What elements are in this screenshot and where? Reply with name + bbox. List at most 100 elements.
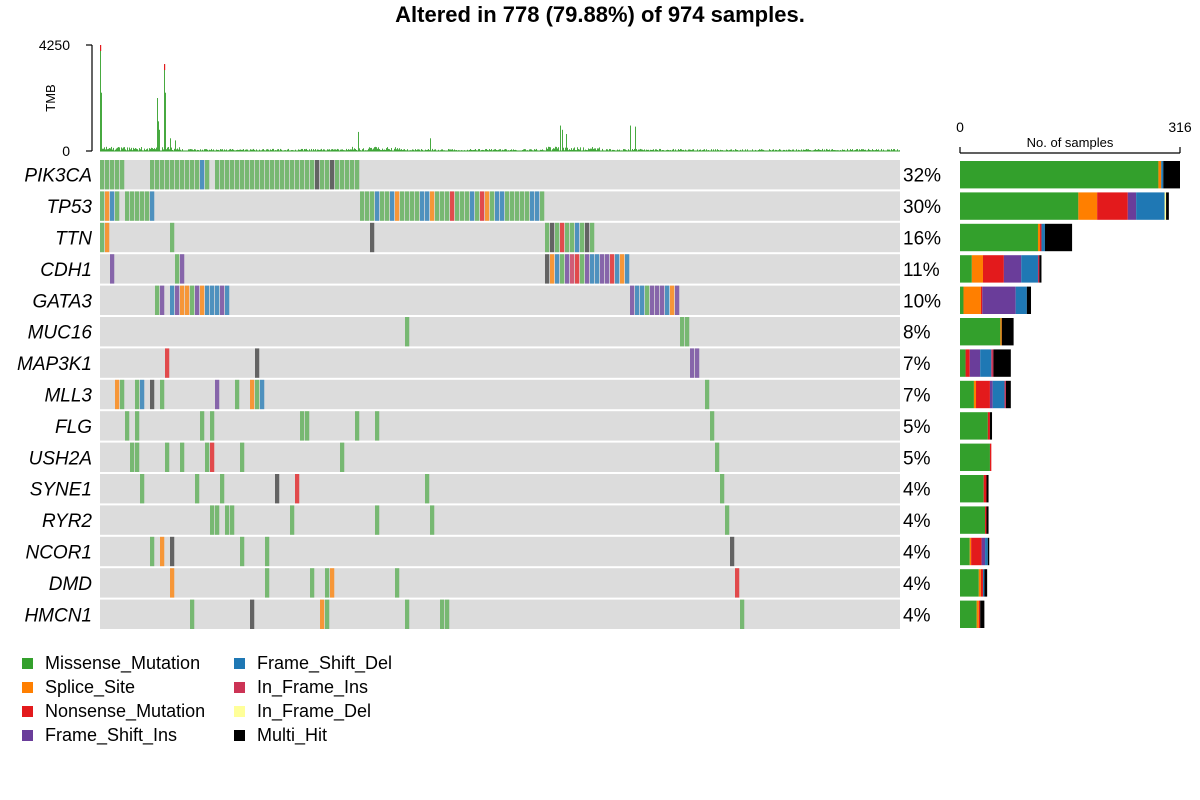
tmb-bar: [546, 147, 547, 151]
tmb-bar: [168, 146, 169, 151]
tmb-bar: [444, 150, 445, 151]
mutation-cell: [195, 160, 200, 190]
tmb-bar: [487, 149, 488, 151]
tmb-bar: [602, 148, 603, 151]
tmb-bar: [740, 149, 741, 151]
mutation-cell: [330, 160, 335, 190]
tmb-bar: [873, 150, 874, 151]
tmb-bar: [836, 150, 837, 151]
tmb-bar: [141, 147, 142, 151]
matrix-row-background: [100, 254, 900, 284]
tmb-bar: [111, 146, 112, 151]
tmb-bar: [651, 149, 652, 151]
tmb-bar: [833, 150, 834, 151]
tmb-bar: [100, 45, 101, 151]
mutation-cell: [560, 254, 565, 284]
tmb-bar: [117, 147, 118, 151]
tmb-bar: [864, 149, 865, 151]
mutation-cell: [530, 191, 535, 221]
mutation-cell: [510, 191, 515, 221]
tmb-bar: [356, 149, 357, 151]
tmb-bar: [808, 149, 809, 151]
tmb-bar: [511, 149, 512, 151]
tmb-bar: [253, 148, 254, 151]
tmb-bar: [167, 147, 168, 151]
tmb-bar: [799, 150, 800, 151]
stacked-bar-segment: [987, 537, 990, 566]
tmb-bar: [537, 150, 538, 151]
gene-row-mll3: [100, 379, 900, 410]
tmb-bar: [556, 146, 557, 151]
mutation-cell: [255, 379, 260, 410]
mutation-cell: [310, 568, 315, 598]
mutation-cell: [320, 160, 325, 190]
tmb-bar: [475, 149, 476, 151]
tmb-bar: [619, 149, 620, 151]
gene-label: SYNE1: [30, 480, 92, 501]
tmb-bar: [582, 150, 583, 151]
mutation-cell: [330, 568, 335, 598]
mutation-cell: [445, 599, 450, 629]
tmb-bar: [415, 149, 416, 151]
tmb-bar: [510, 150, 511, 151]
tmb-bar: [557, 148, 558, 151]
tmb-bar: [136, 148, 137, 151]
tmb-bar: [680, 148, 681, 151]
tmb-bar: [777, 150, 778, 151]
mutation-cell: [150, 379, 155, 410]
tmb-bar: [806, 148, 807, 151]
matrix-row-background: [100, 317, 900, 347]
tmb-bar: [669, 150, 670, 151]
tmb-bar: [787, 150, 788, 151]
tmb-bar: [617, 149, 618, 151]
mutation-cell: [115, 160, 120, 190]
mutation-cell: [350, 160, 355, 190]
stacked-bar-segment: [971, 537, 982, 566]
tmb-bar: [878, 149, 879, 151]
tmb-bar: [302, 148, 303, 151]
tmb-bar: [861, 149, 862, 151]
tmb-bar: [758, 150, 759, 151]
mutation-cell: [685, 317, 690, 347]
tmb-bar: [755, 149, 756, 151]
mutation-cell: [250, 379, 255, 410]
tmb-bar: [592, 147, 593, 151]
tmb-bar: [210, 150, 211, 151]
mutation-cell: [210, 505, 215, 535]
tmb-bar: [686, 150, 687, 151]
mutation-cell: [180, 285, 185, 315]
tmb-bar: [360, 150, 361, 151]
tmb-bar: [212, 150, 213, 151]
tmb-bar: [397, 148, 398, 151]
mutation-cell: [400, 191, 405, 221]
mutation-cell: [155, 285, 160, 315]
tmb-bar: [481, 150, 482, 151]
tmb-bar: [189, 149, 190, 151]
tmb-bar: [848, 150, 849, 151]
stacked-bar-segment: [1041, 223, 1045, 252]
mutation-cell: [200, 285, 205, 315]
tmb-bar: [213, 149, 214, 151]
tmb-bar: [512, 150, 513, 151]
tmb-bar: [121, 147, 122, 151]
tmb-bar: [264, 150, 265, 151]
tmb-bar: [170, 138, 171, 151]
tmb-bar: [225, 150, 226, 151]
tmb-bar: [736, 149, 737, 151]
mutation-cell: [165, 160, 170, 190]
tmb-bar: [489, 149, 490, 151]
tmb-bar: [130, 149, 131, 151]
tmb-bar: [488, 150, 489, 151]
mutation-cell: [560, 222, 565, 253]
mutation-cell: [365, 191, 370, 221]
tmb-bar: [554, 148, 555, 151]
mutation-cell: [375, 191, 380, 221]
tmb-bar: [805, 149, 806, 151]
barplot-tick-label-min: 0: [956, 119, 964, 135]
mutation-cell: [265, 568, 270, 598]
tmb-bar: [889, 149, 890, 151]
gene-label: TTN: [55, 229, 92, 250]
matrix-row-background: [100, 536, 900, 567]
tmb-bar: [763, 149, 764, 151]
